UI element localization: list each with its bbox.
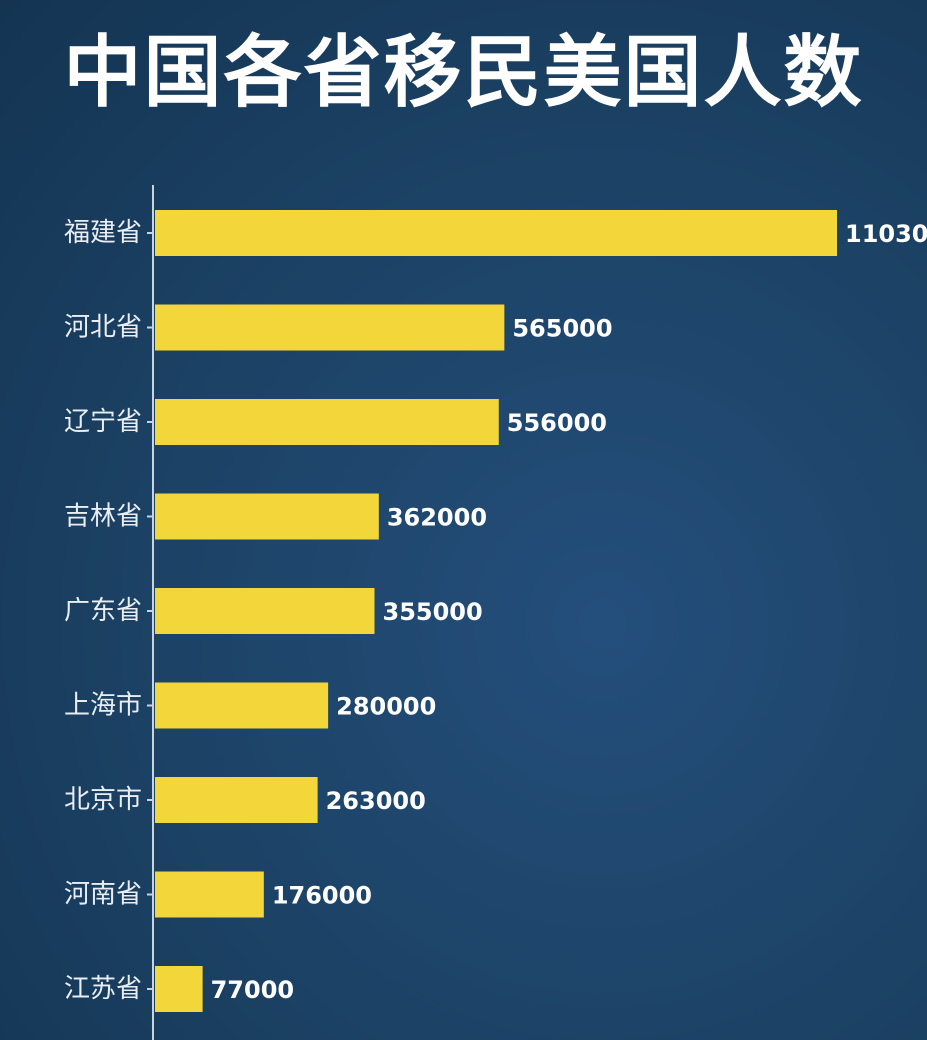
bars-group: 福建省 110300 河北省 565000 辽宁省 556000 吉林省 362000 广东省 3…	[64, 210, 927, 1012]
bar	[155, 304, 505, 351]
category-label: 辽宁省	[64, 407, 142, 437]
value-label: 362000	[387, 504, 487, 532]
bar	[155, 493, 379, 540]
bar	[155, 399, 499, 445]
value-label: 565000	[512, 315, 612, 343]
category-label: 广东省	[64, 596, 142, 626]
category-label: 江苏省	[64, 974, 142, 1004]
category-label: 上海市	[64, 691, 142, 721]
bar	[155, 588, 375, 634]
bar	[155, 777, 318, 823]
category-label: 吉林省	[64, 502, 142, 532]
category-label: 河北省	[64, 313, 142, 343]
bar	[155, 966, 203, 1012]
bar	[155, 871, 264, 918]
category-label: 河南省	[64, 880, 142, 910]
value-label: 263000	[326, 787, 426, 815]
value-label: 77000	[211, 976, 295, 1004]
value-label: 176000	[272, 882, 372, 910]
value-label: 280000	[336, 693, 436, 721]
chart-title: 中国各省移民美国人数	[63, 28, 864, 118]
value-label: 355000	[383, 598, 483, 626]
value-label: 110300	[845, 220, 927, 248]
value-label: 556000	[507, 409, 607, 437]
category-label: 福建省	[64, 218, 142, 248]
bar	[155, 682, 329, 729]
bar	[155, 210, 837, 256]
category-label: 北京市	[64, 785, 142, 815]
